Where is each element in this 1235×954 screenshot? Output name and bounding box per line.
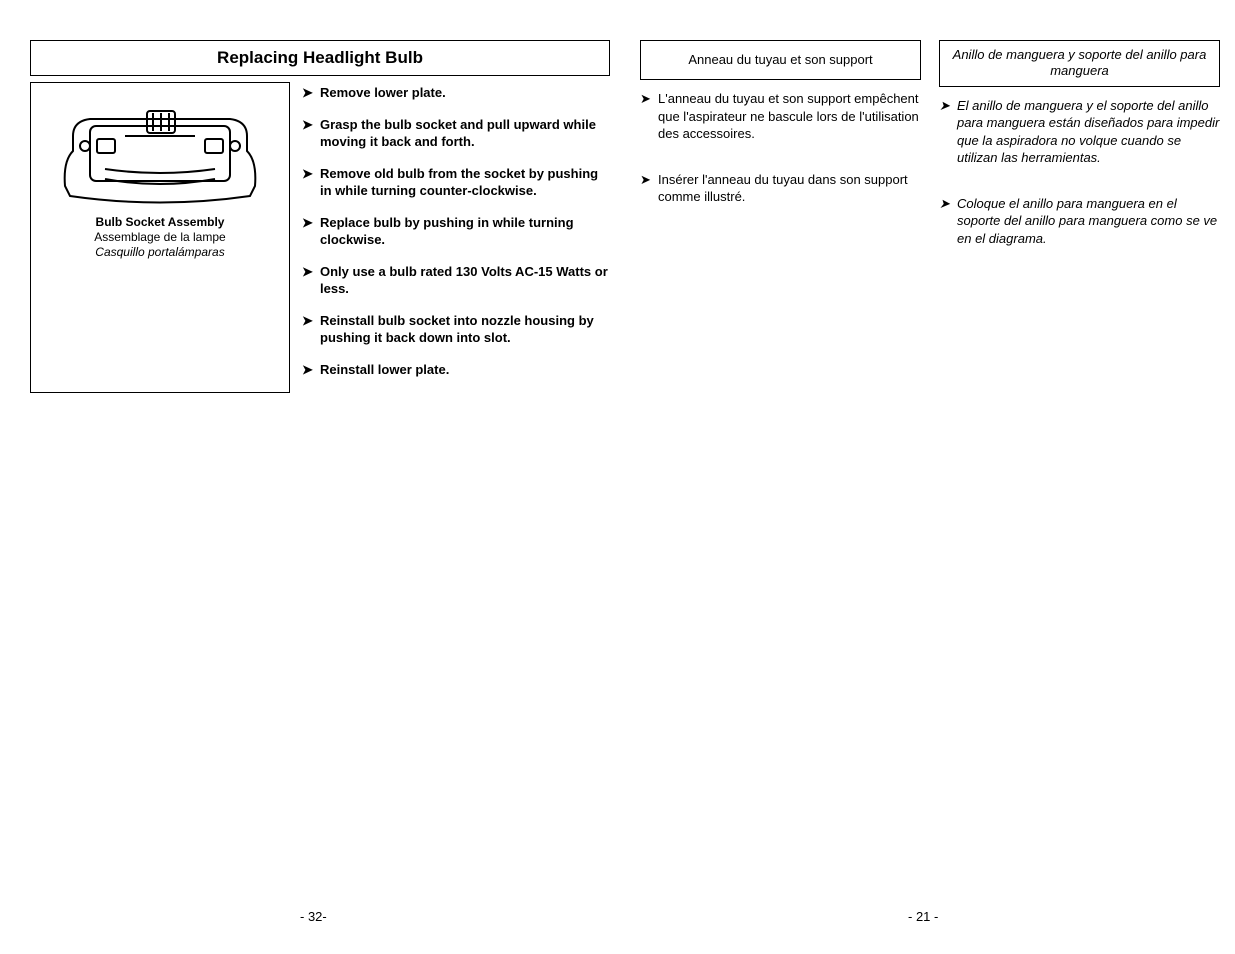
step-text: Remove old bulb from the socket by pushi… — [320, 165, 610, 200]
bulb-socket-diagram — [55, 91, 265, 211]
step-item: ➤ Remove old bulb from the socket by pus… — [302, 165, 610, 200]
column-french: Anneau du tuyau et son support ➤ L'annea… — [640, 40, 921, 275]
figure-box: Bulb Socket Assembly Assemblage de la la… — [30, 82, 290, 393]
content-row: Bulb Socket Assembly Assemblage de la la… — [30, 82, 610, 393]
bullet-arrow-icon: ➤ — [939, 195, 957, 248]
figure-caption-en: Bulb Socket Assembly — [37, 215, 283, 230]
bullet-arrow-icon: ➤ — [640, 90, 658, 143]
figure-caption-fr: Assemblage de la lampe — [37, 230, 283, 245]
column-spanish: Anillo de manguera y soporte del anillo … — [939, 40, 1220, 275]
step-text: Replace bulb by pushing in while turning… — [320, 214, 610, 249]
bullet-arrow-icon: ➤ — [939, 97, 957, 167]
bullet-arrow-icon: ➤ — [302, 214, 320, 249]
step-item: ➤ Reinstall bulb socket into nozzle hous… — [302, 312, 610, 347]
bullet-arrow-icon: ➤ — [302, 84, 320, 102]
section-title-fr: Anneau du tuyau et son support — [640, 40, 921, 80]
section-title: Replacing Headlight Bulb — [30, 40, 610, 76]
step-text: Only use a bulb rated 130 Volts AC-15 Wa… — [320, 263, 610, 298]
bullet-arrow-icon: ➤ — [302, 361, 320, 379]
figure-caption-es: Casquillo portalámparas — [37, 245, 283, 260]
step-item: ➤ Reinstall lower plate. — [302, 361, 610, 379]
step-item: ➤ El anillo de manguera y el soporte del… — [939, 97, 1220, 167]
bullet-arrow-icon: ➤ — [640, 171, 658, 206]
section-title-es: Anillo de manguera y soporte del anillo … — [939, 40, 1220, 87]
step-text: El anillo de manguera y el soporte del a… — [957, 97, 1220, 167]
step-text: Reinstall bulb socket into nozzle housin… — [320, 312, 610, 347]
step-item: ➤ Coloque el anillo para manguera en el … — [939, 195, 1220, 248]
steps-list-en: ➤ Remove lower plate. ➤ Grasp the bulb s… — [302, 82, 610, 393]
step-item: ➤ Insérer l'anneau du tuyau dans son sup… — [640, 171, 921, 206]
page-left: Replacing Headlight Bulb — [30, 40, 610, 393]
two-column-layout: Anneau du tuyau et son support ➤ L'annea… — [640, 40, 1220, 275]
step-item: ➤ Remove lower plate. — [302, 84, 610, 102]
page-right: Anneau du tuyau et son support ➤ L'annea… — [640, 40, 1220, 275]
step-item: ➤ L'anneau du tuyau et son support empêc… — [640, 90, 921, 143]
step-text: Reinstall lower plate. — [320, 361, 610, 379]
step-item: ➤ Only use a bulb rated 130 Volts AC-15 … — [302, 263, 610, 298]
bullet-arrow-icon: ➤ — [302, 116, 320, 151]
step-text: Remove lower plate. — [320, 84, 610, 102]
step-text: L'anneau du tuyau et son support empêche… — [658, 90, 921, 143]
step-text: Insérer l'anneau du tuyau dans son suppo… — [658, 171, 921, 206]
bullet-arrow-icon: ➤ — [302, 263, 320, 298]
step-text: Grasp the bulb socket and pull upward wh… — [320, 116, 610, 151]
step-item: ➤ Replace bulb by pushing in while turni… — [302, 214, 610, 249]
bullet-arrow-icon: ➤ — [302, 312, 320, 347]
page-number-right: - 21 - — [908, 909, 938, 924]
step-text: Coloque el anillo para manguera en el so… — [957, 195, 1220, 248]
page-number-left: - 32- — [300, 909, 327, 924]
step-item: ➤ Grasp the bulb socket and pull upward … — [302, 116, 610, 151]
bullet-arrow-icon: ➤ — [302, 165, 320, 200]
